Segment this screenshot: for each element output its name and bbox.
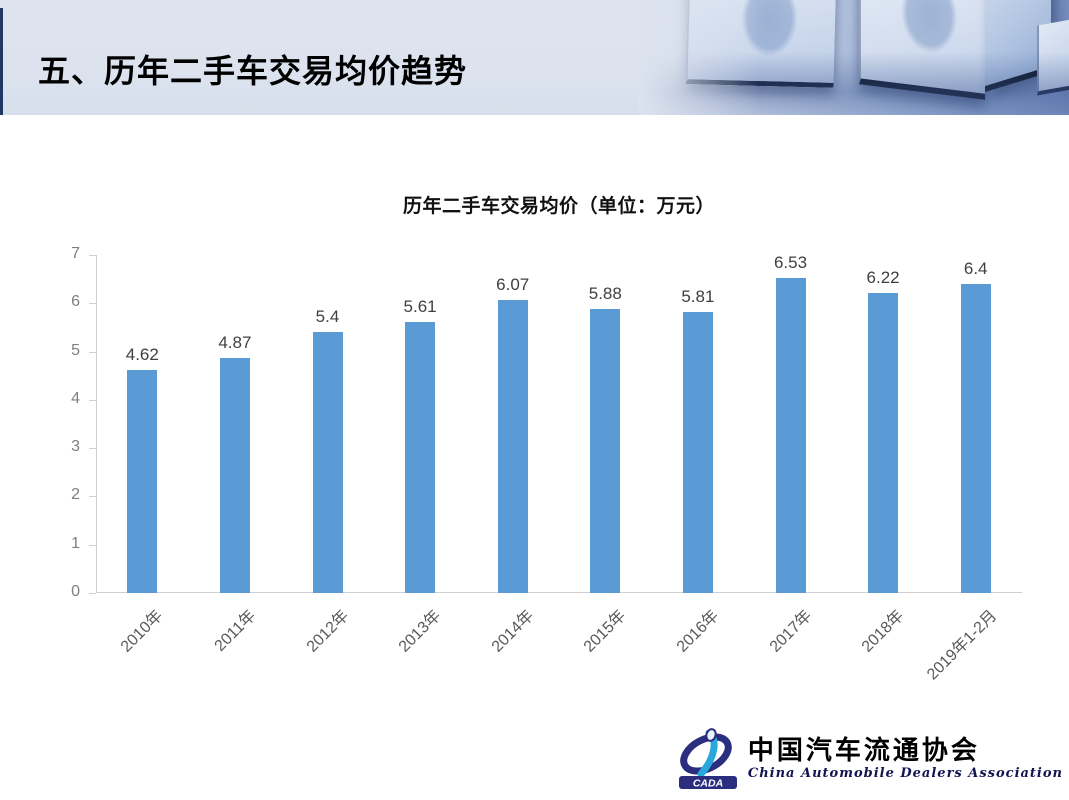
- x-axis-label: 2011年: [211, 607, 260, 655]
- bar-value-label: 5.61: [403, 297, 437, 317]
- x-axis-label: 2016年: [673, 607, 723, 656]
- chart-title: 历年二手车交易均价（单位：万元）: [402, 196, 715, 217]
- org-name-chinese: 中国汽车流通协会: [747, 736, 980, 766]
- y-axis-tick-label: 6: [71, 293, 80, 311]
- bar: [127, 369, 158, 593]
- y-axis-tick-label: 2: [71, 486, 80, 504]
- bar: [775, 277, 806, 593]
- cada-emblem-icon: CADA: [678, 728, 737, 790]
- header-accent-bar: [0, 8, 3, 115]
- y-axis-tick-label: 5: [71, 341, 80, 359]
- y-axis-tick-mark: [89, 255, 96, 256]
- globe-cubes-image: [639, 0, 1069, 115]
- chart-axes: [96, 255, 1022, 593]
- y-axis-tick-mark: [89, 303, 96, 305]
- bar: [960, 283, 991, 593]
- y-axis-tick-label: 0: [71, 583, 80, 600]
- y-axis-tick-mark: [89, 496, 96, 498]
- y-axis-tick-mark: [89, 399, 96, 401]
- bar-value-label: 5.81: [681, 287, 715, 307]
- x-axis-label: 2012年: [303, 607, 352, 656]
- x-axis-label: 2014年: [488, 607, 537, 656]
- x-axis-label: 2017年: [766, 607, 815, 656]
- bar: [497, 299, 528, 593]
- x-axis-label: 2019年1-2月: [923, 607, 1000, 684]
- y-axis-tick-label: 1: [71, 534, 80, 552]
- y-axis-tick-mark: [89, 351, 96, 353]
- org-name-block: 中国汽车流通协会 China Automobile Dealers Associ…: [748, 737, 1063, 781]
- x-axis-label: 2018年: [858, 607, 908, 656]
- bar: [219, 357, 250, 593]
- y-axis-tick-label: 7: [71, 245, 80, 262]
- y-axis-tick-mark: [89, 593, 96, 594]
- y-axis-tick-label: 3: [71, 438, 80, 456]
- bar-value-label: 4.87: [218, 332, 252, 352]
- bar-value-label: 5.88: [588, 284, 622, 304]
- bar: [312, 332, 343, 593]
- y-axis-tick-mark: [89, 448, 96, 450]
- x-axis-label: 2013年: [395, 607, 445, 656]
- x-axis-label: 2010年: [118, 607, 167, 656]
- bar-value-label: 4.62: [125, 344, 159, 364]
- slide-header: 五、历年二手车交易均价趋势: [0, 0, 1069, 115]
- cada-acronym: CADA: [693, 778, 723, 790]
- y-axis-tick-mark: [89, 544, 96, 546]
- bar: [682, 312, 713, 593]
- bar: [868, 292, 899, 593]
- bar-value-label: 6.22: [866, 267, 900, 287]
- bar-value-label: 6.07: [496, 274, 530, 294]
- x-axis-label: 2015年: [581, 607, 630, 656]
- bar: [590, 309, 621, 593]
- cada-logo: CADA 中国汽车流通协会 China Automobile Dealers A…: [678, 728, 1063, 790]
- bar: [405, 322, 436, 593]
- org-name-english: China Automobile Dealers Association: [747, 765, 1063, 781]
- y-axis-tick-label: 4: [71, 389, 80, 407]
- bar-value-label: 6.53: [773, 252, 808, 272]
- slide-title: 五、历年二手车交易均价趋势: [38, 53, 468, 89]
- bar-value-label: 5.4: [315, 307, 340, 327]
- bar-value-label: 6.4: [963, 258, 988, 278]
